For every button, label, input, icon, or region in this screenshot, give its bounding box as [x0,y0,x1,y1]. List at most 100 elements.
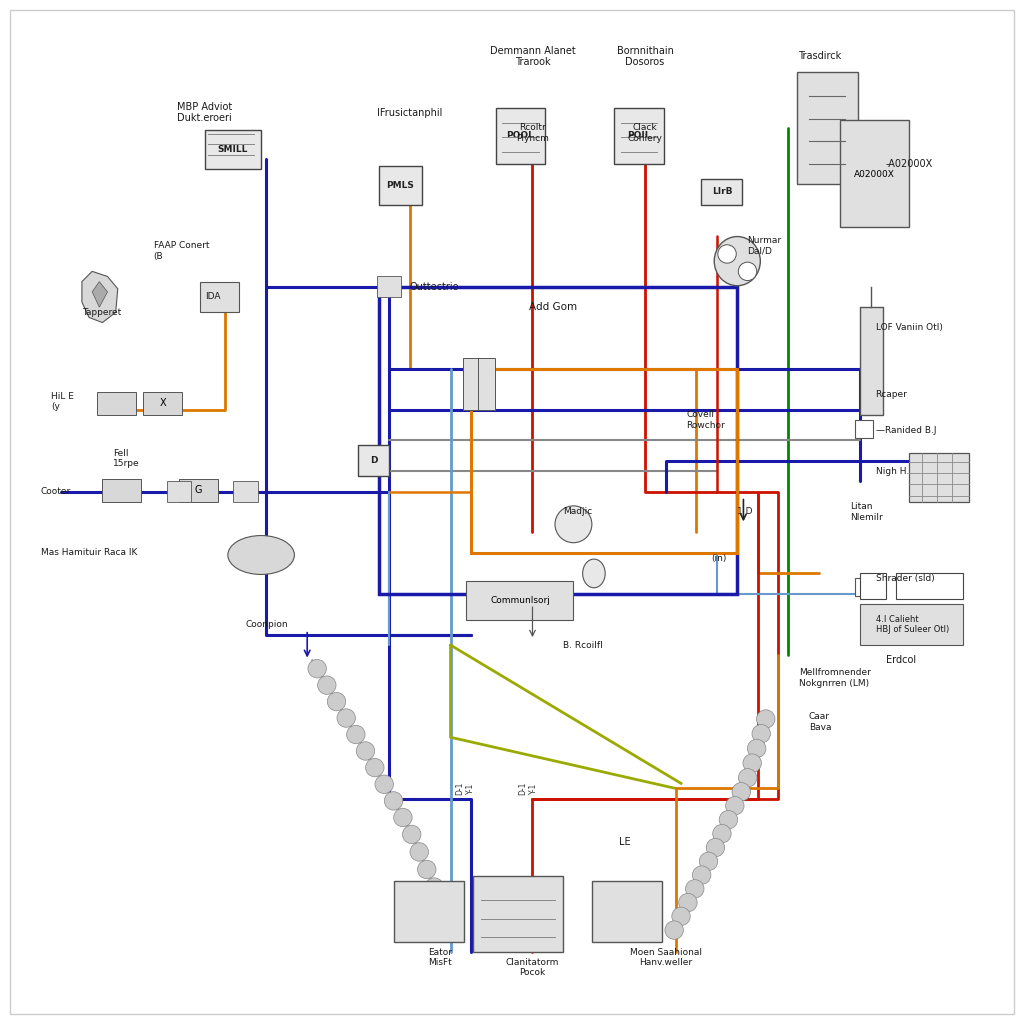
Bar [97,392,136,415]
Text: B. Rcoilfl: B. Rcoilfl [563,641,603,649]
Bar [143,392,182,415]
Text: Outtectrio: Outtectrio [410,282,459,292]
Circle shape [718,245,736,263]
Bar [205,130,261,169]
Bar [167,481,191,502]
Text: LOF Vaniin Otl): LOF Vaniin Otl) [876,324,942,332]
Circle shape [384,792,402,810]
Bar [102,479,141,502]
Text: MBP Adviot
Dukt.eroeri: MBP Adviot Dukt.eroeri [177,101,232,124]
Text: Caar
Bava: Caar Bava [809,713,831,731]
Bar [909,453,969,502]
Text: LE: LE [618,837,631,847]
Text: Add Gom: Add Gom [529,302,577,312]
Circle shape [743,754,762,772]
Bar [860,573,886,599]
Bar [463,358,479,410]
Ellipse shape [714,237,760,286]
Circle shape [692,866,711,885]
Text: Rcaper: Rcaper [876,390,907,398]
Circle shape [347,725,366,743]
Text: IDA: IDA [205,293,220,301]
Circle shape [748,739,766,758]
Ellipse shape [583,559,605,588]
Text: PMLS: PMLS [386,181,415,189]
Text: HiL E
(y: HiL E (y [51,392,74,411]
Circle shape [410,843,428,861]
Text: Rcoltr
Plyncm: Rcoltr Plyncm [516,124,549,142]
Text: Madjic: Madjic [563,508,593,516]
Text: (in): (in) [712,554,727,562]
Text: Bornnithain
Dosoros: Bornnithain Dosoros [616,45,674,68]
Circle shape [713,824,731,843]
Text: Mellfromnender
Nokgnrren (LM): Mellfromnender Nokgnrren (LM) [799,669,870,687]
Text: Cooter: Cooter [41,487,72,496]
Text: -A02000X: -A02000X [886,159,933,169]
Text: Tapperet: Tapperet [82,308,121,316]
Bar [473,876,563,952]
Circle shape [707,839,725,857]
Circle shape [679,893,697,911]
Circle shape [757,710,775,728]
Bar [379,166,422,205]
Circle shape [438,913,457,932]
Circle shape [686,880,705,898]
Text: Mas Hamituir Raca IK: Mas Hamituir Raca IK [41,549,137,557]
Text: Fell
15rpe: Fell 15rpe [113,450,139,468]
Polygon shape [82,271,118,323]
Circle shape [672,907,690,926]
Ellipse shape [227,536,295,574]
Text: D: D [370,457,378,465]
Bar [614,108,664,164]
Bar [377,276,401,297]
Circle shape [738,262,757,281]
Circle shape [732,782,751,801]
Bar [358,445,389,476]
Bar [233,481,258,502]
Bar [478,358,495,410]
Text: X: X [160,398,166,409]
Circle shape [317,676,336,694]
Text: Clack
Coniery: Clack Coniery [628,124,663,142]
Text: LIrB: LIrB [712,187,732,197]
Text: Eator
MisFt: Eator MisFt [428,948,453,967]
Bar [394,881,464,942]
Bar [860,604,963,645]
Bar [701,179,742,205]
Circle shape [393,808,412,826]
Text: Communlsorj: Communlsorj [490,596,550,604]
Circle shape [432,895,451,913]
Bar [840,120,909,227]
Bar [200,282,239,312]
Circle shape [402,825,421,844]
Text: Demmann Alanet
Trarook: Demmann Alanet Trarook [489,45,575,68]
Circle shape [328,692,346,711]
Text: —Ranided B.J: —Ranided B.J [876,426,936,434]
Text: Trasdirck: Trasdirck [798,51,841,61]
Text: Moen Saahional
Hanv.weller: Moen Saahional Hanv.weller [630,948,701,967]
Circle shape [699,852,718,870]
Circle shape [356,741,375,760]
Text: 4.I Calieht
HBJ of Suleer Otl): 4.I Calieht HBJ of Suleer Otl) [876,615,949,634]
Circle shape [719,810,737,828]
Circle shape [726,797,744,815]
Bar [379,287,737,594]
Circle shape [375,775,393,794]
Text: POOL: POOL [506,131,535,140]
Text: Nurmar
Dal/D: Nurmar Dal/D [748,237,781,255]
Text: Nigh H.: Nigh H. [876,467,908,475]
Text: SMILL: SMILL [218,145,248,154]
Bar [797,72,858,184]
Text: A02000X: A02000X [854,170,895,178]
Text: FAAP Conert
(B: FAAP Conert (B [154,242,209,260]
Text: PQIL: PQIL [628,131,650,140]
Bar [855,578,873,596]
Bar [592,881,662,942]
Circle shape [665,921,683,939]
Bar [466,581,573,620]
Text: Clanitatorm
Pocok: Clanitatorm Pocok [506,958,559,977]
Circle shape [337,709,355,727]
Circle shape [366,759,384,777]
Bar [471,369,737,553]
Circle shape [308,659,327,678]
